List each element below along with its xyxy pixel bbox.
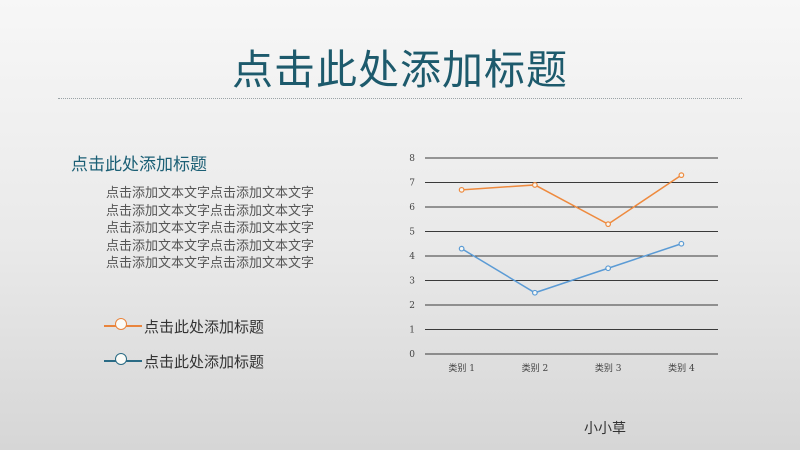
y-tick-label: 2 bbox=[409, 301, 415, 311]
data-point bbox=[605, 221, 612, 228]
series-line-1 bbox=[461, 243, 682, 294]
y-tick-label: 3 bbox=[409, 277, 415, 287]
y-tick-label: 4 bbox=[409, 252, 415, 262]
data-point bbox=[531, 289, 538, 296]
line-chart: 0 1 2 3 4 5 6 7 8 类别 1 类别 2 类别 3 类别 4 bbox=[409, 154, 718, 374]
legend-label-orange: 点击此处添加标题 bbox=[144, 318, 265, 336]
body-line: 点击添加文本文字点击添加文本文字 bbox=[106, 186, 315, 201]
data-point bbox=[458, 245, 465, 252]
y-tick-label: 8 bbox=[409, 154, 415, 164]
data-point bbox=[678, 240, 685, 247]
x-tick-label: 类别 4 bbox=[668, 362, 695, 374]
slide-title: 点击此处添加标题 bbox=[232, 46, 568, 94]
author-name: 小小草 bbox=[584, 421, 626, 437]
x-tick-label: 类别 2 bbox=[522, 362, 549, 374]
y-tick-label: 1 bbox=[409, 326, 415, 336]
data-point bbox=[458, 186, 465, 193]
body-text: 点击添加文本文字点击添加文本文字 点击添加文本文字点击添加文本文字 点击添加文本… bbox=[106, 185, 356, 273]
data-point bbox=[531, 182, 538, 188]
legend-marker-teal bbox=[115, 353, 127, 365]
y-tick-label: 7 bbox=[409, 179, 415, 189]
body-line: 点击添加文本文字点击添加文本文字 bbox=[106, 203, 315, 219]
x-tick-label: 类别 1 bbox=[448, 362, 475, 374]
y-tick-label: 5 bbox=[409, 228, 415, 238]
legend-label-teal: 点击此处添加标题 bbox=[144, 353, 265, 371]
body-line: 点击添加文本文字点击添加文本文字 bbox=[106, 238, 315, 254]
x-tick-label: 类别 3 bbox=[595, 362, 622, 374]
series-line-0 bbox=[461, 174, 682, 226]
body-line: 点击添加文本文字点击添加文本文字 bbox=[106, 256, 315, 271]
data-point bbox=[605, 265, 612, 272]
body-line: 点击添加文本文字点击添加文本文字 bbox=[106, 221, 315, 236]
title-divider bbox=[58, 98, 742, 99]
y-tick-label: 0 bbox=[409, 350, 415, 360]
sub-heading: 点击此处添加标题 bbox=[71, 155, 207, 175]
legend-marker-orange bbox=[115, 318, 127, 330]
y-tick-label: 6 bbox=[409, 203, 415, 213]
data-point bbox=[678, 172, 685, 179]
